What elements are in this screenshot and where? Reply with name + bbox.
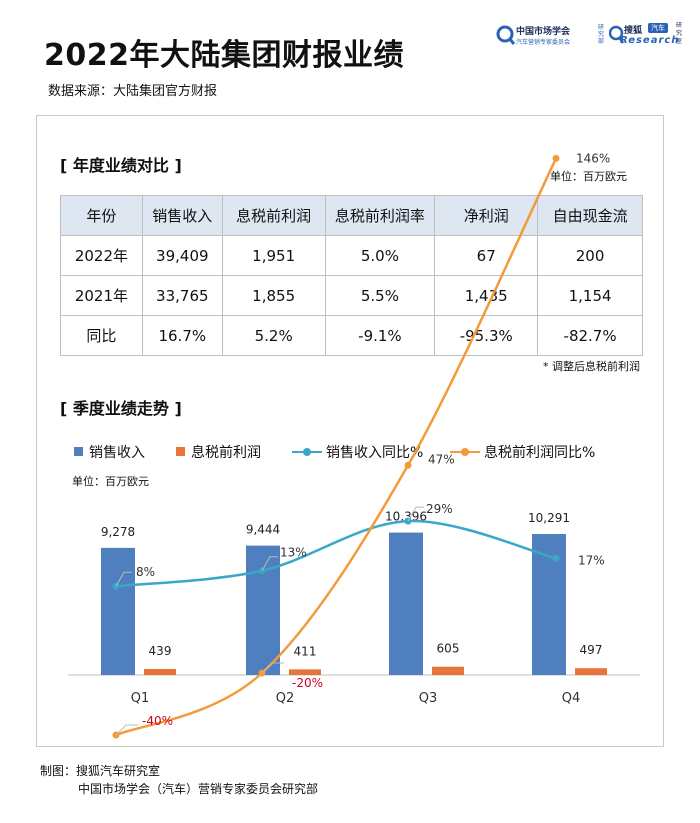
data-label-ebit-yoy: -40% (142, 714, 173, 728)
data-label-sales-yoy: 8% (136, 565, 155, 579)
data-label-ebit: 605 (437, 642, 460, 656)
ebit-yoy-line (115, 157, 558, 737)
table-cell: 1,951 (221, 235, 326, 276)
table-cell: 39,409 (141, 235, 223, 276)
table-row: 2021年 33,765 1,855 5.5% 1,435 1,154 (60, 275, 643, 316)
header-cell: 销售收入 (141, 195, 223, 236)
cmau-logo-icon (496, 25, 516, 45)
sohu-vertical: 研究室 (676, 22, 683, 45)
legend-label: 息税前利润 (191, 445, 261, 461)
footer-line-1: 制图：搜狐汽车研究室 (40, 764, 161, 778)
legend-swatch (292, 448, 322, 456)
footer: 制图：搜狐汽车研究室 中国市场学会（汽车）营销专家委员会研究部 (40, 762, 318, 798)
leader-line (407, 506, 424, 522)
table-row: 同比 16.7% 5.2% -9.1% -95.3% -82.7% (60, 315, 643, 356)
data-label-sales: 9,444 (246, 523, 280, 537)
ebit-yoy-point (552, 154, 560, 162)
table-header-row: 年份 销售收入 息税前利润 息税前利润率 净利润 自由现金流 (60, 195, 643, 236)
legend-swatch (176, 447, 185, 456)
table-cell: 1,435 (434, 275, 539, 316)
bar-ebit-q1 (144, 668, 176, 675)
header-cell: 息税前利润率 (324, 195, 436, 236)
table-cell: 5.0% (324, 235, 436, 276)
legend-item-sales-yoy: 销售收入同比% (292, 442, 423, 462)
table-cell: 1,855 (221, 275, 326, 316)
sales-yoy-line (115, 519, 557, 588)
bar-ebit-q2 (289, 669, 321, 675)
x-tick-label: Q2 (276, 691, 295, 706)
performance-table: 年份 销售收入 息税前利润 息税前利润率 净利润 自由现金流 2022年 39,… (60, 195, 643, 356)
cmau-vertical: 研究部 (598, 24, 605, 45)
bar-ebit-q3 (432, 666, 464, 675)
leader-line (115, 724, 138, 736)
legend-item-ebit: 息税前利润 (176, 442, 261, 462)
sohu-research: Research (620, 35, 680, 46)
table-cell: -82.7% (537, 315, 643, 356)
table-cell: 同比 (60, 315, 143, 356)
table-cell: 200 (537, 235, 643, 276)
data-label-sales-yoy: 29% (426, 502, 453, 516)
table-cell: 5.2% (221, 315, 326, 356)
data-source: 数据来源：大陆集团官方财报 (48, 84, 218, 99)
chart-unit: 单位：百万欧元 (72, 475, 149, 488)
legend-swatch (450, 448, 480, 456)
data-label-ebit-yoy: -20% (292, 676, 323, 690)
sales-yoy-point (552, 554, 560, 562)
page-title: 2022年大陆集团财报业绩 (44, 38, 404, 73)
leader-line (261, 556, 278, 571)
data-label-ebit: 439 (149, 644, 172, 658)
footer-line-2: 中国市场学会（汽车）营销专家委员会研究部 (78, 782, 319, 796)
table-note: * 调整后息税前利润 (543, 360, 640, 373)
data-label-sales: 9,278 (101, 525, 135, 539)
data-label-sales-yoy: 17% (578, 553, 605, 567)
table-cell: 5.5% (324, 275, 436, 316)
logo-group: 中国市场学会 汽车营销专家委员会 研究部 搜狐 汽车 Research 研究室 (496, 22, 686, 48)
cmau-sub: 汽车营销专家委员会 (516, 39, 571, 46)
bar-sales-q1 (101, 547, 135, 675)
table-cell: 67 (434, 235, 539, 276)
data-label-sales-yoy: 13% (280, 546, 307, 560)
table-cell: 16.7% (141, 315, 223, 356)
legend-label: 息税前利润同比% (484, 445, 596, 461)
bar-ebit-q4 (575, 668, 607, 675)
sohu-name: 搜狐 (624, 26, 643, 36)
leader-line (115, 571, 132, 587)
table-cell: 2022年 (60, 235, 143, 276)
legend-label: 销售收入同比% (326, 445, 424, 461)
legend-item-ebit-yoy: 息税前利润同比% (450, 442, 595, 462)
header-cell: 息税前利润 (221, 195, 326, 236)
table-row: 2022年 39,409 1,951 5.0% 67 200 (60, 235, 643, 276)
table-unit: 单位：百万欧元 (550, 170, 627, 183)
bar-sales-q3 (389, 532, 423, 675)
data-label-ebit: 497 (580, 643, 603, 657)
x-tick-label: Q3 (419, 691, 438, 706)
header-cell: 净利润 (434, 195, 539, 236)
x-tick-label: Q1 (131, 691, 150, 706)
cmau-name: 中国市场学会 (516, 27, 571, 37)
table-section-title: [ 年度业绩对比 ] (60, 156, 182, 175)
ebit-yoy-point (404, 461, 412, 469)
sohu-badge: 汽车 (648, 23, 668, 33)
legend-item-sales: 销售收入 (74, 442, 145, 462)
legend-label: 销售收入 (89, 445, 145, 461)
header-cell: 自由现金流 (537, 195, 643, 236)
legend-swatch (74, 447, 83, 456)
sohu-logo-icon (609, 25, 625, 44)
data-label-sales: 10,291 (528, 511, 570, 525)
chart-section-title: [ 季度业绩走势 ] (60, 399, 182, 418)
data-label-ebit-yoy: 47% (428, 452, 455, 466)
leader-line (261, 662, 284, 674)
bar-sales-q2 (246, 545, 280, 675)
data-label-ebit: 411 (294, 644, 317, 658)
x-tick-label: Q4 (562, 691, 581, 706)
table-cell: 33,765 (141, 275, 223, 316)
table-cell: -9.1% (324, 315, 436, 356)
data-label-ebit-yoy: 146% (576, 151, 610, 165)
